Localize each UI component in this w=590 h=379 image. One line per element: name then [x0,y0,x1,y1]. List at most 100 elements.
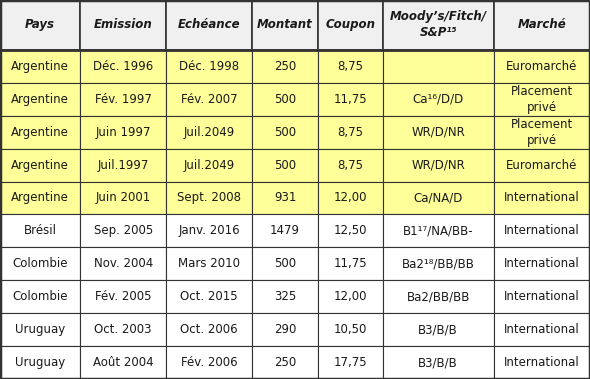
Text: 500: 500 [274,126,296,139]
Text: B3/B/B: B3/B/B [418,356,458,369]
Bar [166,280,253,313]
Bar [80,116,166,149]
Bar [317,149,383,182]
Text: 11,75: 11,75 [333,257,367,270]
Text: 500: 500 [274,257,296,270]
Bar [253,215,317,247]
Bar [80,280,166,313]
Text: Brésil: Brésil [24,224,57,237]
Bar [493,116,590,149]
Text: Janv. 2016: Janv. 2016 [178,224,240,237]
Bar [383,149,493,182]
Text: 12,00: 12,00 [333,290,367,303]
Bar [166,215,253,247]
Bar [166,149,253,182]
Bar [493,83,590,116]
Bar [493,247,590,280]
Bar [317,50,383,83]
Text: Sept. 2008: Sept. 2008 [177,191,241,205]
Text: Ba2¹⁸/BB/BB: Ba2¹⁸/BB/BB [402,257,475,270]
Bar [317,0,383,50]
Bar [166,116,253,149]
Text: International: International [504,191,579,205]
Text: WR/D/NR: WR/D/NR [411,126,465,139]
Bar [493,0,590,50]
Bar [253,0,317,50]
Bar [80,313,166,346]
Bar [80,182,166,215]
Bar [253,313,317,346]
Bar [166,50,253,83]
Bar [253,83,317,116]
Bar [253,346,317,379]
Bar [253,50,317,83]
Text: 17,75: 17,75 [333,356,367,369]
Bar [80,215,166,247]
Text: International: International [504,323,579,336]
Bar [0,182,80,215]
Text: Echéance: Echéance [178,19,240,31]
Text: Juin 2001: Juin 2001 [96,191,151,205]
Bar [253,116,317,149]
Bar [493,215,590,247]
Bar [493,182,590,215]
Bar [383,346,493,379]
Text: Fév. 2006: Fév. 2006 [181,356,237,369]
Text: Uruguay: Uruguay [15,356,65,369]
Text: 8,75: 8,75 [337,158,363,172]
Text: Argentine: Argentine [11,126,69,139]
Text: Uruguay: Uruguay [15,323,65,336]
Text: Juin 1997: Juin 1997 [96,126,151,139]
Text: Fév. 1997: Fév. 1997 [94,93,152,106]
Text: Colombie: Colombie [12,290,68,303]
Bar [0,149,80,182]
Bar [383,247,493,280]
Bar [80,0,166,50]
Text: Euromarché: Euromarché [506,158,578,172]
Text: 10,50: 10,50 [333,323,367,336]
Text: 290: 290 [274,323,296,336]
Text: Sep. 2005: Sep. 2005 [93,224,153,237]
Bar [166,247,253,280]
Bar [383,182,493,215]
Bar [166,313,253,346]
Bar [383,0,493,50]
Bar [317,280,383,313]
Bar [383,280,493,313]
Bar [80,50,166,83]
Bar [383,215,493,247]
Text: Pays: Pays [25,19,55,31]
Text: Moody’s/Fitch/
S&P¹⁵: Moody’s/Fitch/ S&P¹⁵ [390,11,487,39]
Bar [383,116,493,149]
Bar [317,182,383,215]
Text: B1¹⁷/NA/BB-: B1¹⁷/NA/BB- [403,224,474,237]
Text: Placement
privé: Placement privé [510,117,573,147]
Bar [166,346,253,379]
Text: Marché: Marché [517,19,566,31]
Text: Euromarché: Euromarché [506,60,578,73]
Bar [253,280,317,313]
Bar [253,182,317,215]
Text: Nov. 2004: Nov. 2004 [93,257,153,270]
Text: 8,75: 8,75 [337,60,363,73]
Bar [80,346,166,379]
Text: Emission: Emission [94,19,152,31]
Text: 12,00: 12,00 [333,191,367,205]
Text: Placement
privé: Placement privé [510,85,573,114]
Text: Oct. 2006: Oct. 2006 [181,323,238,336]
Text: Août 2004: Août 2004 [93,356,153,369]
Text: Fév. 2005: Fév. 2005 [95,290,152,303]
Text: 500: 500 [274,93,296,106]
Bar [80,149,166,182]
Text: Ca/NA/D: Ca/NA/D [414,191,463,205]
Bar [166,0,253,50]
Bar [317,346,383,379]
Text: Juil.1997: Juil.1997 [97,158,149,172]
Bar [80,83,166,116]
Bar [253,247,317,280]
Text: Coupon: Coupon [325,19,375,31]
Text: Argentine: Argentine [11,93,69,106]
Text: Juil.2049: Juil.2049 [183,126,235,139]
Text: 250: 250 [274,356,296,369]
Text: Argentine: Argentine [11,60,69,73]
